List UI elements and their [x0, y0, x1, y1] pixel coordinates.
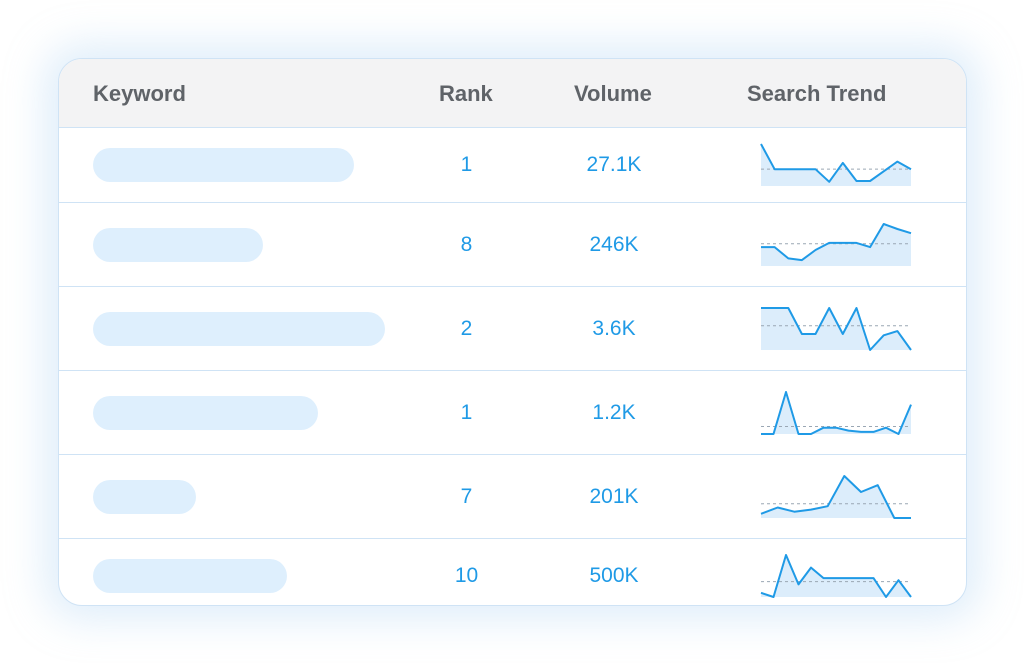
- sparkline-area: [761, 391, 911, 434]
- sparkline-area: [761, 555, 911, 597]
- table-row[interactable]: 8 246K: [59, 203, 966, 287]
- table-row[interactable]: 10 500K: [59, 539, 966, 605]
- keyword-placeholder-bar: [93, 148, 354, 182]
- sparkline-area: [761, 307, 911, 350]
- volume-value: 3.6K: [592, 316, 636, 340]
- sparkline-line: [760, 474, 911, 519]
- rank-value: 10: [454, 564, 479, 587]
- sparkline-area: [761, 475, 911, 518]
- table-body: 1 27.1K 8 246K 2 3.6K 1 1.2K 7 201K 10 500K: [59, 128, 966, 605]
- search-trend-sparkline: [760, 554, 912, 598]
- volume-value: 201K: [589, 484, 639, 508]
- column-header-volume[interactable]: Volume: [574, 81, 652, 106]
- volume-value: 1.2K: [592, 400, 636, 424]
- search-trend-sparkline: [760, 474, 911, 519]
- column-header-keyword[interactable]: Keyword: [93, 81, 186, 106]
- volume-value: 27.1K: [586, 153, 642, 176]
- volume-value: 246K: [589, 232, 639, 256]
- table-row[interactable]: 1 27.1K: [59, 128, 966, 203]
- rank-value: 8: [460, 232, 473, 256]
- sparkline-area: [761, 144, 911, 186]
- sparkline-line: [761, 306, 912, 351]
- sparkline-line: [760, 143, 912, 183]
- keyword-placeholder-bar: [93, 479, 196, 514]
- keyword-table-card: Keyword Rank Volume Search Trend 1 27.1K 8…: [58, 58, 967, 606]
- keyword-placeholder-bar: [93, 227, 263, 262]
- sparkline-line: [761, 222, 912, 261]
- sparkline-line: [761, 390, 912, 435]
- table-header: Keyword Rank Volume Search Trend: [59, 59, 966, 128]
- keyword-placeholder-bar: [93, 559, 287, 593]
- sparkline-area: [761, 223, 911, 266]
- column-header-search-trend[interactable]: Search Trend: [747, 81, 887, 106]
- rank-value: 7: [460, 484, 473, 508]
- search-trend-sparkline: [761, 222, 912, 266]
- rank-value: 2: [460, 316, 473, 340]
- keyword-placeholder-bar: [93, 311, 385, 346]
- table-row[interactable]: 2 3.6K: [59, 287, 966, 371]
- rank-value: 1: [460, 153, 473, 176]
- column-header-rank[interactable]: Rank: [439, 81, 493, 106]
- search-trend-sparkline: [761, 306, 912, 351]
- volume-value: 500K: [589, 564, 639, 587]
- rank-value: 1: [460, 400, 473, 424]
- table-row[interactable]: 1 1.2K: [59, 371, 966, 455]
- keyword-placeholder-bar: [93, 395, 318, 430]
- search-trend-sparkline: [761, 390, 912, 435]
- sparkline-line: [760, 554, 912, 598]
- table-row[interactable]: 7 201K: [59, 455, 966, 539]
- search-trend-sparkline: [760, 143, 912, 186]
